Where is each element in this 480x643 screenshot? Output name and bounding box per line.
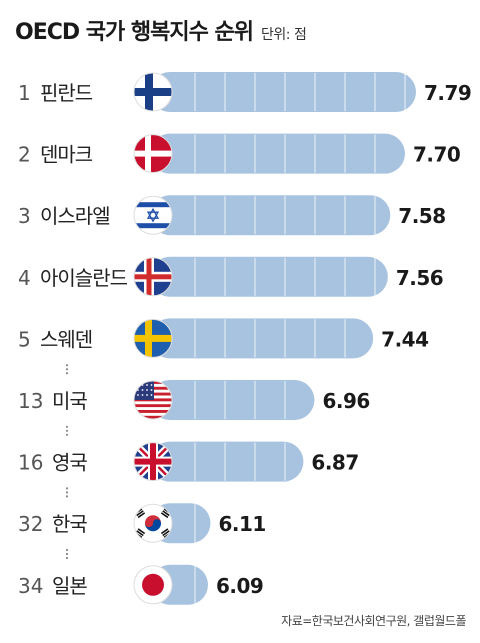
usa-flag bbox=[133, 380, 173, 420]
row-16: 16 영국 6.87 bbox=[18, 441, 359, 482]
country-label: 이스라엘 bbox=[40, 204, 110, 228]
country-label: 한국 bbox=[52, 512, 87, 536]
israel-flag bbox=[133, 195, 173, 235]
row-1: 1 핀란드 7.79 bbox=[18, 72, 472, 112]
sweden-flag bbox=[133, 318, 173, 358]
bar bbox=[150, 133, 405, 174]
rank-label: 34 bbox=[18, 574, 43, 598]
row-13: 13 미국 6.96 bbox=[18, 380, 370, 420]
japan-flag bbox=[133, 565, 173, 605]
bar bbox=[150, 380, 315, 420]
rank-label: 32 bbox=[18, 512, 43, 536]
value-label: 6.96 bbox=[322, 389, 369, 413]
row-3: 3 이스라엘 7.58 bbox=[18, 195, 446, 236]
value-label: 6.87 bbox=[311, 451, 358, 475]
value-label: 6.09 bbox=[216, 574, 263, 598]
title-row: OECD 국가 행복지수 순위 단위: 점 bbox=[15, 14, 307, 46]
source-note: 자료=한국보건사회연구원, 갤럽월드폴 bbox=[281, 614, 466, 628]
rank-label: 13 bbox=[18, 389, 43, 413]
value-label: 6.11 bbox=[218, 512, 265, 536]
rank-label: 16 bbox=[18, 451, 43, 475]
row-32: 32 한국 6.11 bbox=[18, 503, 266, 544]
finland-flag bbox=[133, 72, 173, 112]
rank-label: 3 bbox=[18, 204, 31, 228]
ellipsis-separator bbox=[65, 364, 69, 375]
uk-flag bbox=[133, 442, 173, 482]
denmark-flag bbox=[133, 134, 173, 174]
rank-label: 1 bbox=[18, 81, 31, 105]
row-4: 4 아이슬란드 7.56 bbox=[18, 256, 444, 297]
country-label: 미국 bbox=[52, 389, 87, 413]
chart-title: OECD 국가 행복지수 순위 bbox=[15, 20, 254, 45]
korea-flag bbox=[133, 503, 173, 543]
rank-label: 2 bbox=[18, 143, 31, 167]
bar bbox=[150, 318, 374, 359]
ellipsis-separator bbox=[65, 548, 69, 560]
iceland-flag bbox=[133, 257, 173, 297]
unit-label: 단위: 점 bbox=[261, 27, 307, 43]
value-label: 7.44 bbox=[381, 327, 428, 351]
value-label: 7.70 bbox=[413, 143, 460, 167]
row-34: 34 일본 6.09 bbox=[18, 564, 264, 605]
row-2: 2 덴마크 7.70 bbox=[18, 133, 461, 174]
country-label: 일본 bbox=[52, 574, 87, 598]
country-label: 아이슬란드 bbox=[40, 266, 128, 290]
bar bbox=[150, 195, 391, 236]
bar bbox=[150, 256, 388, 297]
ellipsis-separator bbox=[65, 425, 69, 436]
value-label: 7.56 bbox=[396, 266, 443, 290]
value-label: 7.79 bbox=[424, 81, 471, 105]
country-label: 영국 bbox=[52, 451, 87, 475]
rank-label: 4 bbox=[18, 266, 31, 290]
row-5: 5 스웨덴 7.44 bbox=[18, 318, 429, 359]
country-label: 스웨덴 bbox=[40, 327, 92, 351]
country-label: 덴마크 bbox=[40, 143, 93, 167]
country-label: 핀란드 bbox=[40, 81, 93, 105]
ellipsis-separator bbox=[65, 487, 69, 498]
bar bbox=[150, 72, 416, 112]
value-label: 7.58 bbox=[398, 204, 445, 228]
bar bbox=[150, 441, 304, 482]
rank-label: 5 bbox=[18, 327, 31, 351]
